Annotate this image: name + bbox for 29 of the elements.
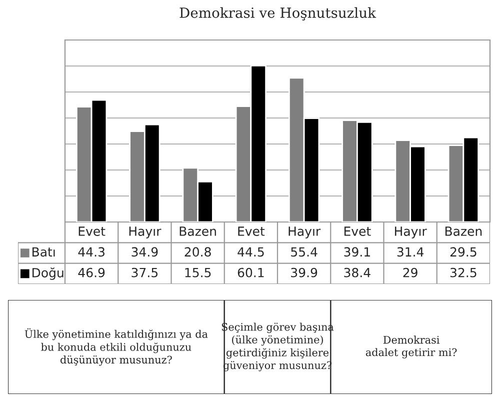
data-label: 34.9 [132,247,158,257]
chart-title: Demokrasi ve Hoşnutsuzluk [180,7,376,20]
data-label: 29 [403,268,418,278]
text: Demokrasi adalet getirir mi? [366,336,457,358]
text: Ülke yönetimine katıldığınızı ya da bu konuda etkili olduğunuzu düşünüyor musunuz? [24,328,208,366]
legend-label: Doğu [32,267,64,280]
x-tick-label: Hayır [395,226,427,238]
data-label: 60.1 [238,268,264,278]
data-label: 15.5 [185,268,211,278]
data-label: 32.5 [450,268,476,278]
data-label: 38.4 [344,268,370,278]
data-label: 55.4 [291,247,318,257]
x-tick-label: Bazen [180,226,216,236]
x-tick-label: Evet [78,226,106,236]
data-label: 46.9 [78,268,105,278]
data-label: 31.4 [397,247,424,257]
data-label: 29.5 [450,247,476,257]
data-label: 39.9 [291,268,318,278]
x-tick-label: Bazen [445,226,482,236]
data-label: 20.8 [184,247,211,257]
data-label: 44.5 [238,247,264,257]
x-tick-label: Evet [344,226,371,236]
x-tick-label: Evet [238,226,265,236]
data-label: 37.5 [132,268,158,278]
data-label: 44.3 [78,247,104,257]
x-tick-label: Hayır [288,226,321,238]
data-label: 39.1 [344,247,370,257]
x-tick-label: Hayır [129,226,162,238]
legend-label: Batı [32,247,55,257]
